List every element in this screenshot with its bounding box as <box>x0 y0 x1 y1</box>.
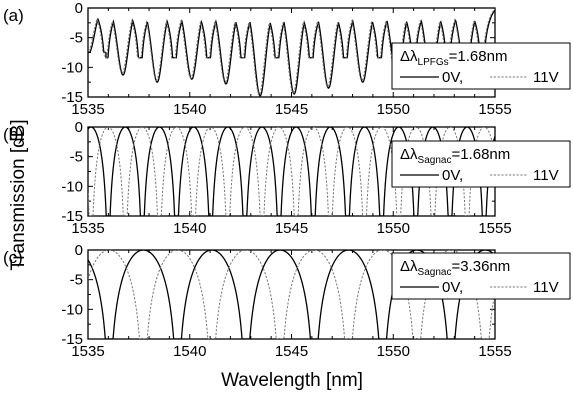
legend-title: ΔλSagnac=3.36nm <box>400 258 510 278</box>
series-line-11v <box>88 8 495 95</box>
x-tick-label: 1555 <box>478 101 511 118</box>
x-axis-label: Wavelength [nm] <box>221 370 363 391</box>
y-tick-label: 0 <box>75 0 83 17</box>
x-tick-label: 1550 <box>377 343 410 360</box>
x-tick-label: 1555 <box>478 220 511 237</box>
x-tick-label: 1535 <box>71 220 104 237</box>
panel-label: (b) <box>3 125 24 144</box>
x-tick-label: 1540 <box>173 343 206 360</box>
x-tick-label: 1550 <box>377 101 410 118</box>
y-tick-label: 0 <box>75 119 83 136</box>
series-line-11v <box>88 250 495 339</box>
y-tick-label: -5 <box>70 30 83 47</box>
series-line-0v <box>88 127 495 216</box>
legend-label-11v: 11V <box>533 69 559 86</box>
y-tick-label: -10 <box>61 59 83 76</box>
panel-b: 1535 1540 1545 1550 1555 0 -5 -10 -15 (b) ΔλSagnac… <box>3 119 571 237</box>
legend-title: ΔλLPFGs=1.68nm <box>400 48 507 68</box>
legend-title: ΔλSagnac=1.68nm <box>400 146 510 166</box>
panel-c: 1535 1540 1545 1550 1555 0 -5 -10 -15 (c) ΔλSagnac… <box>3 242 571 360</box>
y-tick-label: -5 <box>70 272 83 289</box>
legend-box <box>391 252 571 300</box>
y-tick-label: -15 <box>61 208 83 225</box>
y-tick-label: -15 <box>61 89 83 106</box>
x-tick-label: 1550 <box>377 220 410 237</box>
legend-label-11v: 11V <box>533 279 559 296</box>
x-tick-label: 1535 <box>71 343 104 360</box>
y-tick-label: -15 <box>61 331 83 348</box>
y-tick-label: -5 <box>70 149 83 166</box>
legend-label-0v: 0V, <box>442 69 463 86</box>
y-tick-label: -10 <box>61 178 83 195</box>
panel-label: (c) <box>3 248 23 267</box>
y-axis-label: Transmission [dB] <box>8 119 29 270</box>
legend-box <box>391 42 571 90</box>
x-tick-label: 1545 <box>275 343 308 360</box>
panel-label: (a) <box>3 6 24 25</box>
x-tick-label: 1545 <box>275 101 308 118</box>
y-tick-label: 0 <box>75 242 83 259</box>
legend-box <box>391 140 571 188</box>
x-tick-label: 1545 <box>275 220 308 237</box>
series-line-11v <box>88 127 495 216</box>
series-group <box>88 127 495 216</box>
legend-label-11v: 11V <box>533 167 559 184</box>
x-tick-label: 1540 <box>173 101 206 118</box>
x-tick-label: 1555 <box>478 343 511 360</box>
legend-label-0v: 0V, <box>442 167 463 184</box>
legend-label-0v: 0V, <box>442 279 463 296</box>
x-tick-label: 1540 <box>173 220 206 237</box>
y-tick-label: -10 <box>61 301 83 318</box>
x-tick-label: 1535 <box>71 101 104 118</box>
panel-a: 1535 1540 1545 1550 1555 0 -5 -10 -15 (a) ΔλLPFGs=… <box>3 0 571 118</box>
